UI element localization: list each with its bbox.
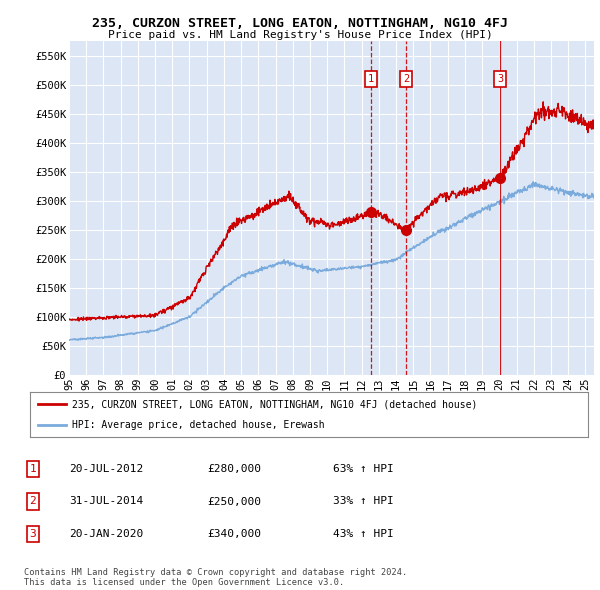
Text: 235, CURZON STREET, LONG EATON, NOTTINGHAM, NG10 4FJ (detached house): 235, CURZON STREET, LONG EATON, NOTTINGH…	[72, 399, 477, 409]
Text: HPI: Average price, detached house, Erewash: HPI: Average price, detached house, Erew…	[72, 419, 325, 430]
Text: 43% ↑ HPI: 43% ↑ HPI	[333, 529, 394, 539]
Text: £340,000: £340,000	[207, 529, 261, 539]
Text: 31-JUL-2014: 31-JUL-2014	[69, 497, 143, 506]
Text: 63% ↑ HPI: 63% ↑ HPI	[333, 464, 394, 474]
Text: 1: 1	[29, 464, 37, 474]
Text: £280,000: £280,000	[207, 464, 261, 474]
Text: 20-JUL-2012: 20-JUL-2012	[69, 464, 143, 474]
Text: 3: 3	[497, 74, 503, 84]
Text: Contains HM Land Registry data © Crown copyright and database right 2024.
This d: Contains HM Land Registry data © Crown c…	[24, 568, 407, 587]
Text: Price paid vs. HM Land Registry's House Price Index (HPI): Price paid vs. HM Land Registry's House …	[107, 31, 493, 40]
Text: 2: 2	[403, 74, 409, 84]
Text: 3: 3	[29, 529, 37, 539]
Text: 33% ↑ HPI: 33% ↑ HPI	[333, 497, 394, 506]
Text: 235, CURZON STREET, LONG EATON, NOTTINGHAM, NG10 4FJ: 235, CURZON STREET, LONG EATON, NOTTINGH…	[92, 17, 508, 30]
Text: 1: 1	[368, 74, 374, 84]
Text: 20-JAN-2020: 20-JAN-2020	[69, 529, 143, 539]
Text: £250,000: £250,000	[207, 497, 261, 506]
Text: 2: 2	[29, 497, 37, 506]
